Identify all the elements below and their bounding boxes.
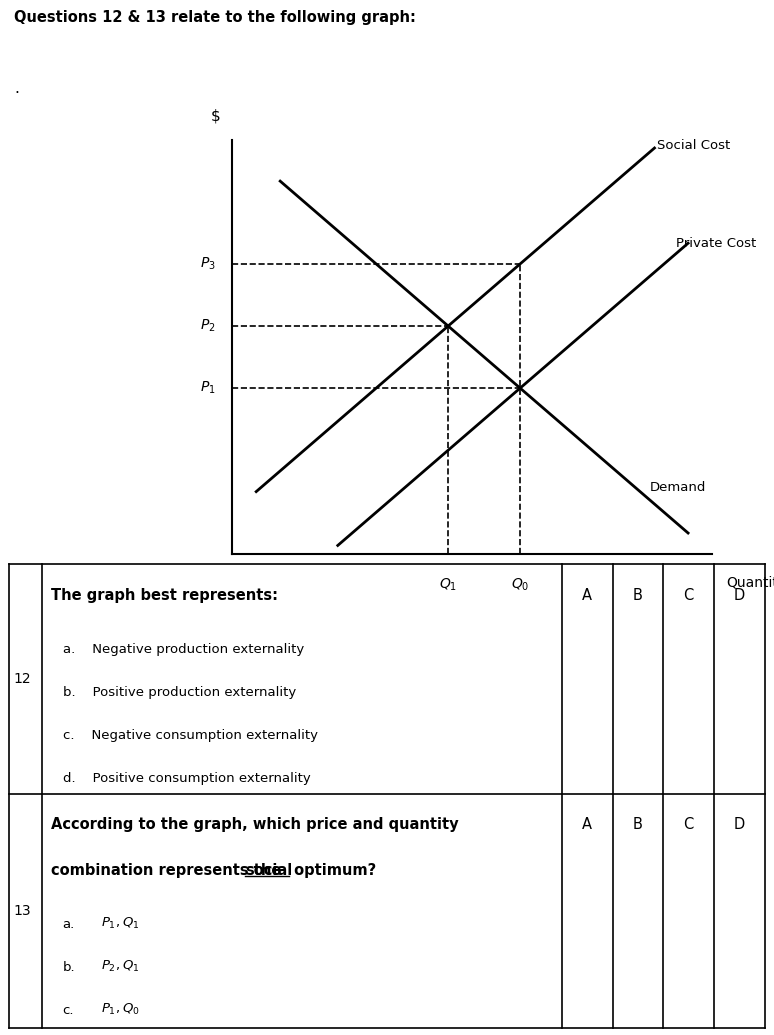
Text: $: $ (211, 109, 221, 123)
Text: social: social (245, 863, 293, 878)
Text: $P_3$: $P_3$ (200, 256, 215, 272)
Text: $Q_0$: $Q_0$ (511, 576, 529, 593)
Text: a.    Negative production externality: a. Negative production externality (63, 643, 304, 656)
Text: C: C (683, 818, 694, 832)
Text: A: A (582, 588, 592, 603)
Text: Social Cost: Social Cost (657, 140, 730, 152)
Text: B: B (633, 818, 643, 832)
Text: According to the graph, which price and quantity: According to the graph, which price and … (51, 818, 459, 832)
Text: d.    Positive consumption externality: d. Positive consumption externality (63, 772, 310, 785)
Text: Quantity: Quantity (727, 576, 774, 591)
Text: Private Cost: Private Cost (676, 237, 756, 249)
Text: 12: 12 (14, 672, 32, 686)
Text: $P_1, Q_1$: $P_1, Q_1$ (101, 915, 140, 930)
Text: D: D (734, 588, 745, 603)
Text: $P_1, Q_0$: $P_1, Q_0$ (101, 1002, 140, 1016)
Text: $Q_1$: $Q_1$ (439, 576, 457, 593)
Text: $P_2$: $P_2$ (200, 318, 215, 334)
Text: c.    Negative consumption externality: c. Negative consumption externality (63, 729, 317, 742)
Text: b.    Positive production externality: b. Positive production externality (63, 686, 296, 699)
Text: $P_2, Q_1$: $P_2, Q_1$ (101, 958, 140, 974)
Text: B: B (633, 588, 643, 603)
Text: combination represents the: combination represents the (51, 863, 286, 878)
Text: Demand: Demand (649, 481, 706, 494)
Text: The graph best represents:: The graph best represents: (51, 588, 278, 603)
Text: 13: 13 (14, 904, 32, 918)
Text: c.: c. (63, 1004, 74, 1017)
Text: a.: a. (63, 918, 75, 930)
Text: optimum?: optimum? (289, 863, 376, 878)
Text: A: A (582, 818, 592, 832)
Text: Questions 12 & 13 relate to the following graph:: Questions 12 & 13 relate to the followin… (14, 10, 416, 25)
Text: .: . (14, 81, 19, 95)
Text: D: D (734, 818, 745, 832)
Text: C: C (683, 588, 694, 603)
Text: $P_1$: $P_1$ (200, 380, 215, 396)
Text: b.: b. (63, 960, 75, 974)
